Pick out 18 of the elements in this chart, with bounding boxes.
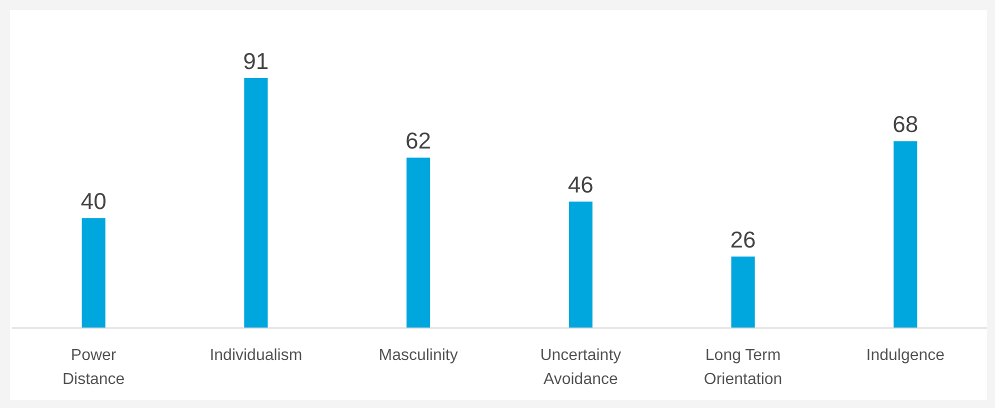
data-label: 46 <box>568 172 594 198</box>
data-label: 26 <box>730 226 756 253</box>
bar <box>82 218 106 328</box>
x-tick-label: Masculinity <box>378 347 458 364</box>
x-tick-label: Individualism <box>210 347 302 364</box>
data-label: 91 <box>243 48 269 74</box>
bar <box>244 78 268 328</box>
x-tick-label: Power Distance <box>62 347 125 388</box>
bar <box>731 256 755 328</box>
x-tick-label: Indulgence <box>866 347 945 364</box>
x-tick-label: Long Term Orientation <box>704 347 782 388</box>
bar <box>406 158 430 328</box>
x-tick-label: Uncertainty Avoidance <box>540 347 622 388</box>
bar <box>568 202 592 328</box>
bar <box>894 141 918 328</box>
data-label: 62 <box>406 128 432 154</box>
data-label: 40 <box>80 188 106 214</box>
data-label: 68 <box>892 111 918 138</box>
